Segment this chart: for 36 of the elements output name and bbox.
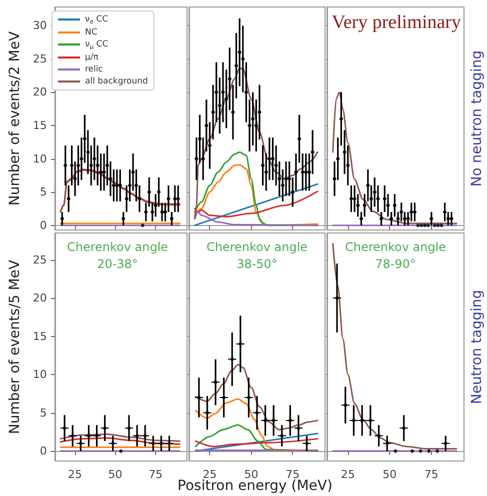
y-axis-title: Number of events/2 MeV [7,31,23,206]
y-tick-label: 0 [40,218,47,232]
y-tick-label: 5 [40,406,47,420]
y-tick-label: 15 [32,330,47,343]
annotation: Cherenkov angle [206,240,308,254]
annotation: Very preliminary [332,12,462,33]
legend-label: relic [85,64,104,74]
y-tick-label: 10 [32,368,47,382]
y-tick-label: 25 [32,52,47,66]
x-tick-label: 75 [424,468,438,481]
x-tick-label: 50 [244,468,258,481]
x-tick-label: 25 [68,468,82,481]
legend-label: NC [85,28,98,38]
annotation: Cherenkov angle [66,240,168,254]
y-tick-label: 20 [32,292,47,305]
x-tick-label: 50 [108,468,122,481]
annotation: 20-38° [97,257,138,271]
y2-axis-title: Neutron tagging [469,290,485,404]
y-tick-label: 15 [32,118,47,132]
x-tick-label: 50 [382,468,397,481]
x-axis-title: Positron energy (MeV) [178,478,332,494]
annotation: 78-90° [375,257,416,271]
annotation: Cherenkov angle [344,240,446,254]
y-tick-label: 5 [40,186,47,199]
legend-label: all background [85,76,148,86]
annotation: 38-50° [236,257,278,271]
y-tick-label: 0 [40,444,47,458]
x-tick-label: 25 [340,468,355,481]
legend-label: μ/π [85,52,98,62]
y-tick-label: 20 [32,86,47,99]
y-tick-label: 10 [32,152,47,166]
y-tick-label: 30 [32,19,47,32]
y-tick-label: 25 [32,253,47,266]
y-axis-title: Number of events/5 MeV [7,260,23,434]
x-tick-label: 75 [148,468,163,481]
y2-axis-title: No neutron tagging [469,50,485,187]
